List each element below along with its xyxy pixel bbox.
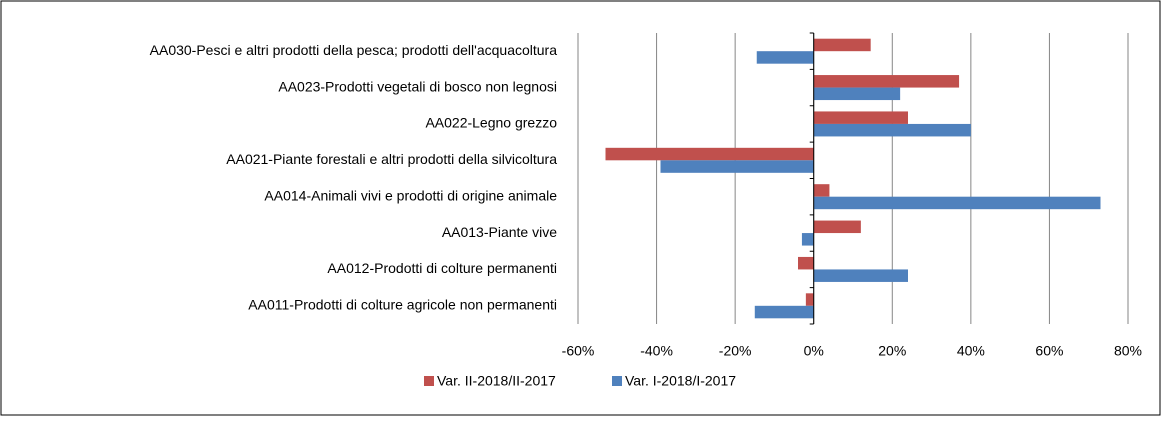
y-tick-label: AA023-Prodotti vegetali di bosco non leg… <box>278 78 557 94</box>
x-tick-label: 0% <box>804 343 824 359</box>
y-tick-label: AA011-Prodotti di colture agricole non p… <box>248 297 557 313</box>
bar <box>813 111 908 124</box>
legend-label: Var. I-2018/I-2017 <box>625 373 736 389</box>
bar <box>813 269 908 282</box>
x-tick-label: 20% <box>878 343 906 359</box>
y-tick-label: AA012-Prodotti di colture permanenti <box>327 260 557 276</box>
legend-swatch <box>612 376 622 386</box>
y-tick-label: AA021-Piante forestali e altri prodotti … <box>226 151 557 167</box>
y-tick-label: AA022-Legno grezzo <box>425 115 557 131</box>
x-tick-label: 60% <box>1035 343 1063 359</box>
legend-label: Var. II-2018/II-2017 <box>437 373 556 389</box>
bar <box>756 51 814 64</box>
bar <box>801 233 814 246</box>
bar <box>813 184 830 197</box>
x-tick-label: -20% <box>719 343 752 359</box>
x-tick-label: -60% <box>562 343 595 359</box>
bar <box>813 87 901 101</box>
y-tick-label: AA014-Animali vivi e prodotti di origine… <box>264 187 557 203</box>
bar <box>813 123 971 137</box>
x-tick-label: -40% <box>640 343 673 359</box>
x-tick-label: 40% <box>957 343 985 359</box>
bar <box>805 293 814 306</box>
bar <box>813 75 960 88</box>
y-tick-label: AA030-Pesci e altri prodotti della pesca… <box>150 42 558 58</box>
legend-swatch <box>424 376 434 386</box>
bar <box>798 256 814 270</box>
x-tick-label: 80% <box>1114 343 1142 359</box>
bar <box>660 160 814 173</box>
bar <box>605 147 814 161</box>
bar <box>813 38 871 52</box>
bar <box>754 305 814 319</box>
bar <box>813 196 1101 210</box>
y-tick-label: AA013-Piante vive <box>442 224 557 240</box>
bar <box>813 220 861 234</box>
